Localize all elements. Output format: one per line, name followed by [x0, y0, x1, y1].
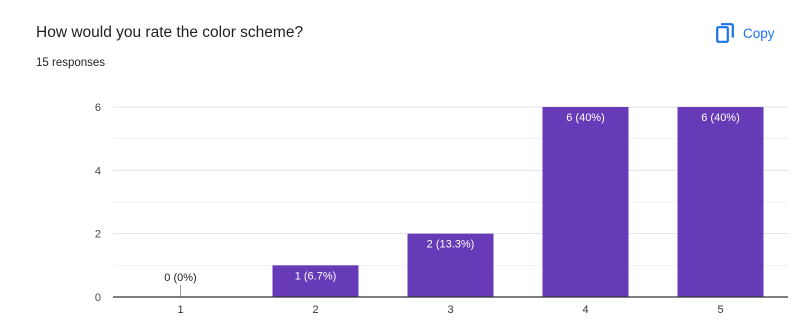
bar-data-label: 0 (0%)	[164, 272, 196, 284]
x-tick-label: 3	[447, 304, 453, 316]
y-tick-label: 6	[95, 102, 101, 114]
response-count: 15 responses	[36, 57, 106, 69]
bar-data-label: 6 (40%)	[566, 112, 605, 124]
question-title: How would you rate the color scheme?	[36, 24, 304, 41]
x-tick-label: 1	[177, 304, 183, 316]
copy-label: Copy	[743, 25, 775, 41]
y-tick-label: 0	[95, 292, 101, 304]
bar	[677, 107, 764, 297]
bar	[272, 265, 359, 297]
x-tick-label: 2	[312, 304, 318, 316]
bar	[542, 107, 629, 297]
bar-data-label: 6 (40%)	[701, 112, 740, 124]
bar	[407, 233, 494, 297]
bar-data-label: 1 (6.7%)	[295, 270, 337, 282]
y-tick-label: 2	[95, 229, 101, 241]
y-tick-label: 4	[95, 165, 101, 177]
copy-chart-button[interactable]: Copy	[716, 20, 775, 46]
copy-icon	[716, 23, 734, 43]
x-tick-label: 5	[717, 304, 723, 316]
x-tick-label: 4	[582, 304, 588, 316]
bar-data-label: 2 (13.3%)	[427, 239, 475, 251]
